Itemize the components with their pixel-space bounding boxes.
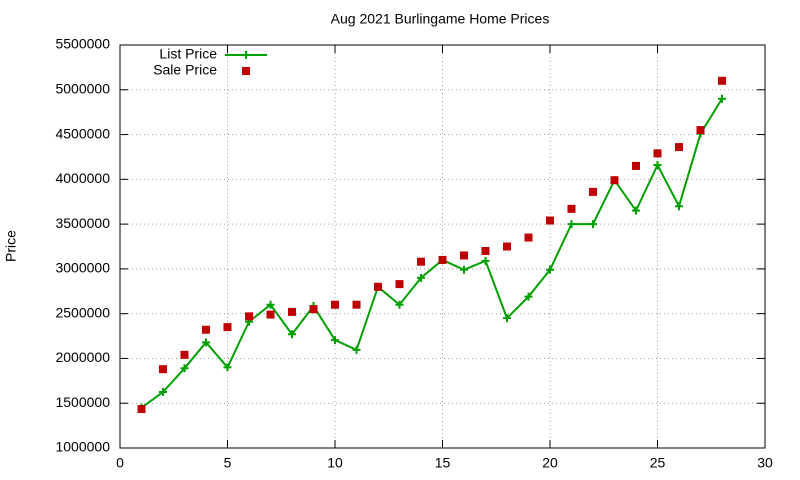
data-point — [159, 365, 167, 374]
data-point — [589, 220, 597, 229]
data-point — [675, 202, 683, 211]
data-point — [309, 305, 318, 314]
y-tick-label: 3000000 — [55, 260, 110, 276]
y-axis-label: Price — [3, 230, 19, 262]
data-point — [288, 330, 296, 339]
data-point — [352, 300, 361, 309]
data-point — [589, 187, 597, 196]
y-tick-label: 2500000 — [55, 304, 110, 320]
x-tick-label: 0 — [116, 455, 124, 471]
data-point — [223, 323, 232, 332]
data-point — [331, 300, 339, 309]
data-point — [180, 350, 189, 359]
data-point — [395, 300, 404, 309]
x-tick-label: 10 — [327, 455, 343, 471]
y-tick-label: 2000000 — [55, 349, 110, 365]
data-point — [653, 149, 662, 158]
data-point — [503, 242, 511, 251]
y-tick-label: 5500000 — [55, 36, 110, 52]
chart-title: Aug 2021 Burlingame Home Prices — [331, 11, 550, 27]
y-tick-label: 3500000 — [55, 215, 110, 231]
data-point — [159, 388, 167, 397]
data-point — [503, 314, 511, 323]
data-point — [524, 233, 533, 242]
data-point — [610, 176, 619, 185]
y-tick-label: 4000000 — [55, 170, 110, 186]
data-point — [374, 282, 382, 291]
x-tick-label: 20 — [542, 455, 558, 471]
data-point — [460, 251, 468, 260]
data-point — [202, 338, 210, 347]
data-point — [696, 126, 705, 135]
data-point — [524, 292, 533, 301]
data-point — [632, 161, 640, 170]
data-point — [460, 265, 468, 274]
data-point — [288, 307, 296, 316]
data-point — [718, 94, 726, 103]
data-point — [567, 204, 576, 213]
legend-label: Sale Price — [153, 62, 217, 78]
legend-label: List Price — [159, 46, 217, 62]
x-tick-label: 5 — [224, 455, 232, 471]
data-point — [266, 310, 275, 319]
y-tick-label: 5000000 — [55, 80, 110, 96]
series-line — [140, 98, 723, 409]
data-point — [653, 161, 662, 170]
plot-frame — [119, 44, 766, 449]
data-point — [266, 300, 275, 309]
data-point — [223, 363, 232, 372]
data-point — [331, 336, 339, 345]
y-tick-label: 1000000 — [55, 439, 110, 455]
data-point — [245, 312, 253, 321]
x-tick-label: 30 — [757, 455, 773, 471]
data-point — [567, 220, 576, 229]
data-point — [546, 216, 554, 225]
data-point — [352, 345, 361, 354]
data-point — [137, 405, 146, 414]
data-point — [718, 76, 726, 85]
data-point — [632, 206, 640, 215]
data-point — [417, 257, 425, 266]
data-point — [202, 325, 210, 334]
y-tick-label: 1500000 — [55, 394, 110, 410]
legend-marker — [242, 67, 250, 75]
data-point — [546, 265, 554, 274]
x-tick-label: 15 — [435, 455, 451, 471]
data-point — [481, 256, 490, 265]
y-tick-label: 4500000 — [55, 125, 110, 141]
x-tick-label: 25 — [650, 455, 666, 471]
data-point — [180, 364, 189, 373]
data-point — [395, 280, 404, 289]
data-point — [438, 255, 447, 264]
data-point — [675, 143, 683, 152]
legend-marker — [242, 51, 250, 59]
data-point — [417, 273, 425, 282]
data-point — [481, 246, 490, 255]
